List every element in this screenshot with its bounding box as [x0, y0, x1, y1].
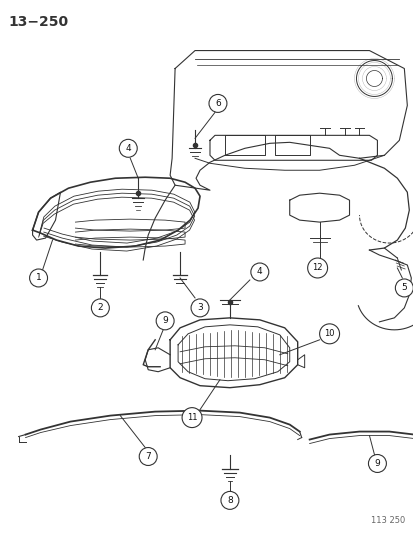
- Text: 12: 12: [312, 263, 322, 272]
- Text: 6: 6: [215, 99, 220, 108]
- Text: 11: 11: [186, 413, 197, 422]
- Text: 7: 7: [145, 452, 151, 461]
- Circle shape: [29, 269, 47, 287]
- Text: 9: 9: [374, 459, 380, 468]
- Circle shape: [250, 263, 268, 281]
- Text: 113 250: 113 250: [370, 516, 404, 526]
- Text: 3: 3: [197, 303, 202, 312]
- Circle shape: [319, 324, 339, 344]
- Text: 5: 5: [401, 284, 406, 293]
- Text: 8: 8: [226, 496, 232, 505]
- Circle shape: [119, 139, 137, 157]
- Circle shape: [190, 299, 209, 317]
- Circle shape: [221, 491, 238, 510]
- Text: 4: 4: [256, 268, 262, 277]
- Text: 9: 9: [162, 317, 168, 325]
- Text: 4: 4: [125, 144, 131, 153]
- Circle shape: [156, 312, 174, 330]
- Circle shape: [307, 258, 327, 278]
- Circle shape: [209, 94, 226, 112]
- Text: 13−250: 13−250: [9, 15, 69, 29]
- Circle shape: [394, 279, 412, 297]
- Circle shape: [91, 299, 109, 317]
- Text: 1: 1: [36, 273, 41, 282]
- Text: 2: 2: [97, 303, 103, 312]
- Circle shape: [368, 455, 385, 472]
- Circle shape: [139, 448, 157, 465]
- Text: 10: 10: [323, 329, 334, 338]
- Circle shape: [182, 408, 202, 427]
